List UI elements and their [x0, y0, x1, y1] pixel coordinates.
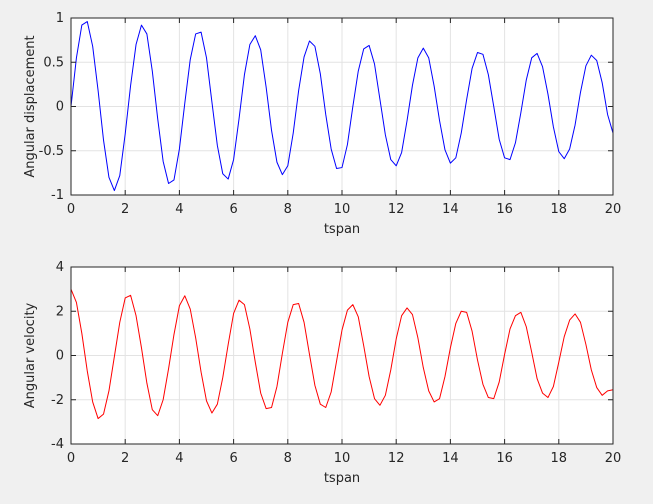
angular-displacement-axes[interactable]: 0 2 4 6 8 10 12 14 16 18 20 -1 -0.5 0 0.5 1 tspan Angular…	[23, 11, 621, 237]
x-axis-label: tspan	[324, 471, 360, 486]
x-tick-label: 8	[284, 451, 292, 466]
x-tick-label: 16	[496, 202, 513, 217]
x-tick-label: 10	[334, 202, 351, 217]
x-tick-label: 4	[175, 202, 183, 217]
x-tick-label: 20	[605, 451, 622, 466]
x-tick-label: 0	[67, 202, 75, 217]
y-axis-label: Angular displacement	[23, 35, 38, 177]
y-tick-label: -1	[51, 188, 64, 203]
series-line	[70, 288, 614, 420]
y-tick-label: 0	[56, 100, 64, 115]
y-tick-label: -0.5	[39, 144, 64, 159]
y-tick-label: 4	[56, 260, 64, 275]
x-tick-label: 10	[334, 451, 351, 466]
x-tick-label: 6	[229, 202, 237, 217]
x-tick-label: 6	[229, 451, 237, 466]
x-tick-label: 12	[388, 451, 405, 466]
angular-velocity-axes[interactable]: 0 2 4 6 8 10 12 14 16 18 20 -4 -2 0 2 4 tspan Angular vel…	[23, 260, 621, 486]
x-tick-label: 20	[605, 202, 622, 217]
x-tick-label: 16	[496, 451, 513, 466]
y-tick-label: 0	[56, 349, 64, 364]
y-tick-label: -2	[51, 393, 64, 408]
y-axis-label: Angular velocity	[23, 302, 38, 408]
y-tick-label: 0.5	[43, 55, 64, 70]
x-tick-label: 14	[442, 202, 459, 217]
x-tick-label: 8	[284, 202, 292, 217]
x-tick-label: 2	[121, 202, 129, 217]
y-tick-label: 2	[56, 304, 64, 319]
x-tick-label: 2	[121, 451, 129, 466]
x-tick-label: 18	[551, 451, 568, 466]
x-axis-label: tspan	[324, 222, 360, 237]
x-tick-label: 0	[67, 451, 75, 466]
y-tick-label: 1	[56, 11, 64, 26]
series-line	[70, 21, 614, 192]
x-tick-label: 14	[442, 451, 459, 466]
y-tick-label: -4	[51, 437, 64, 452]
x-tick-label: 18	[551, 202, 568, 217]
x-tick-label: 4	[175, 451, 183, 466]
x-tick-label: 12	[388, 202, 405, 217]
